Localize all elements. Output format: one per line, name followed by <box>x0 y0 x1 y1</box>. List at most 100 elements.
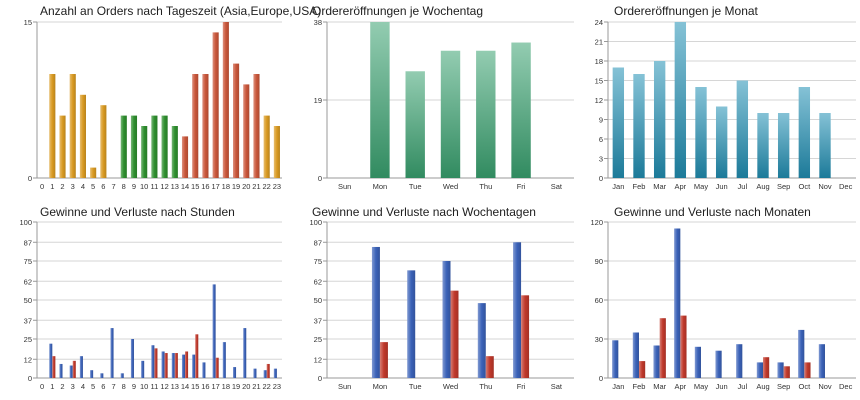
y-tick-label: 18 <box>595 57 603 66</box>
x-tick-label: 7 <box>111 182 115 191</box>
x-tick-label: 22 <box>263 382 271 391</box>
x-tick-label: 12 <box>160 182 168 191</box>
profit-bar <box>694 346 701 378</box>
x-tick-label: 2 <box>60 382 64 391</box>
bar <box>243 84 250 178</box>
x-tick-label: Jul <box>738 382 748 391</box>
bar <box>90 167 97 178</box>
y-tick-label: 60 <box>595 296 603 305</box>
x-tick-label: 4 <box>81 382 85 391</box>
y-tick-label: 100 <box>309 218 322 227</box>
x-tick-label: 20 <box>242 182 250 191</box>
x-tick-label: Jun <box>716 382 728 391</box>
profit-bar <box>202 362 206 378</box>
bar <box>253 74 260 178</box>
loss-bar <box>783 366 790 378</box>
bar <box>59 115 66 178</box>
profit-bar <box>253 368 257 378</box>
y-tick-label: 25 <box>24 335 32 344</box>
x-tick-label: Dec <box>839 182 853 191</box>
y-tick-label: 24 <box>595 18 603 27</box>
x-tick-label: Sun <box>338 382 351 391</box>
x-tick-label: 3 <box>71 182 75 191</box>
x-tick-label: 0 <box>40 182 44 191</box>
profit-bar <box>442 261 451 378</box>
x-tick-label: Wed <box>443 382 458 391</box>
profit-bar <box>49 343 53 378</box>
x-tick-label: 17 <box>211 182 219 191</box>
loss-bar <box>659 318 666 378</box>
x-tick-label: Jun <box>716 182 728 191</box>
bar <box>757 113 769 178</box>
x-tick-label: Sep <box>777 182 790 191</box>
loss-bar <box>72 360 76 378</box>
x-tick-label: Feb <box>633 182 646 191</box>
y-tick-label: 37 <box>24 316 32 325</box>
profit-bar <box>513 242 522 378</box>
loss-bar <box>639 361 646 378</box>
bar <box>633 74 645 178</box>
profit-bar <box>653 345 660 378</box>
x-tick-label: Tue <box>409 382 422 391</box>
y-tick-label: 6 <box>599 135 603 144</box>
loss-bar <box>450 290 459 378</box>
chart-title: Ordereröffnungen je Wochentag <box>312 4 484 18</box>
profit-bar <box>59 363 63 378</box>
y-tick-label: 87 <box>314 238 322 247</box>
y-tick-label: 0 <box>318 174 322 183</box>
loss-bar <box>763 357 770 378</box>
bar <box>736 80 749 178</box>
chart-title: Gewinne und Verluste nach Wochentagen <box>312 205 536 219</box>
x-tick-label: 9 <box>132 382 136 391</box>
x-tick-label: Mar <box>653 182 666 191</box>
x-tick-label: 16 <box>201 382 209 391</box>
bar <box>798 87 811 178</box>
chart-svg: 0 30 60 90 120 Jan Feb Mar Apr May Jun Jul Aug Sep Oct… <box>590 218 856 391</box>
profit-bar <box>90 370 94 378</box>
y-tick-label: 0 <box>599 374 603 383</box>
x-tick-label: 5 <box>91 382 95 391</box>
bar <box>370 22 390 178</box>
bar <box>233 63 240 178</box>
bar <box>715 106 728 178</box>
y-tick-label: 38 <box>314 18 322 27</box>
x-tick-label: Apr <box>674 382 686 391</box>
loss-bar <box>195 334 199 378</box>
profit-bar <box>715 350 722 378</box>
x-tick-label: Oct <box>798 382 811 391</box>
x-tick-label: 15 <box>191 182 199 191</box>
x-tick-label: 8 <box>122 382 126 391</box>
bar <box>171 126 178 178</box>
x-tick-label: 1 <box>50 382 54 391</box>
y-tick-label: 15 <box>24 18 32 27</box>
y-tick-label: 25 <box>314 335 322 344</box>
profit-bar <box>69 365 73 378</box>
loss-bar <box>680 315 687 378</box>
x-tick-label: 11 <box>150 382 158 391</box>
loss-bar <box>174 353 178 378</box>
x-tick-label: Nov <box>818 382 832 391</box>
x-tick-label: 6 <box>101 182 105 191</box>
profit-bar <box>777 362 784 378</box>
bar <box>130 115 138 178</box>
profit-bar <box>612 340 619 378</box>
bar <box>181 136 189 178</box>
profit-bar <box>371 246 380 378</box>
profit-bar <box>222 342 226 378</box>
x-tick-label: 1 <box>50 182 54 191</box>
x-tick-label: 18 <box>222 182 230 191</box>
loss-bar <box>154 348 158 378</box>
chart-svg: 0 12 25 37 50 62 75 87 100 Sun Mon Tue Wed Thu Fri Sat <box>309 218 574 391</box>
x-tick-label: 13 <box>171 382 179 391</box>
profit-bar <box>756 362 763 378</box>
chart-title: Gewinne und Verluste nach Stunden <box>40 205 235 219</box>
chart-svg: 0 3 6 9 12 15 18 21 24 Jan Feb Mar Apr May Jun Jul Aug Se… <box>595 18 856 191</box>
chart-title: Ordereröffnungen je Monat <box>614 4 758 18</box>
loss-bar <box>521 295 530 378</box>
chart-orders-by-hour: Anzahl an Orders nach Tageszeit (Asia,Eu… <box>0 0 322 200</box>
bar <box>476 50 496 178</box>
profit-bar <box>100 373 104 378</box>
profit-bar <box>818 344 825 378</box>
profit-bar <box>243 328 247 378</box>
